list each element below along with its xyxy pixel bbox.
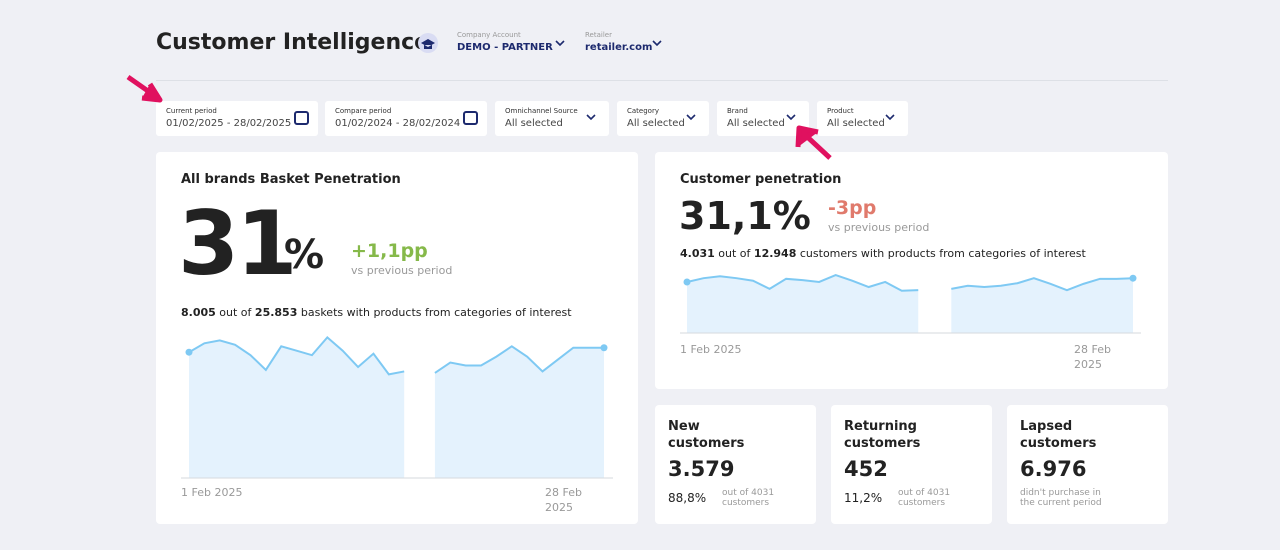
page-title: Customer Intelligence (156, 30, 430, 55)
icon-shape (463, 111, 478, 125)
endpoint (1129, 274, 1137, 282)
icon-shape (586, 114, 596, 121)
filter-label: Current period (166, 107, 217, 115)
x-tick-label: 1 Feb 2025 (181, 486, 243, 499)
total: 25.853 (254, 306, 298, 319)
endpoint (683, 278, 691, 286)
customer-card: Customer penetration 31,1% -3pp vs previ… (655, 152, 1168, 389)
kpi-value: 31,1% (679, 194, 811, 238)
card-title: All brands Basket Penetration (181, 172, 401, 187)
filter[interactable]: Current period 01/02/2025 - 28/02/2025 (156, 101, 318, 136)
chevron-icon (686, 114, 696, 121)
pointer-arrow (795, 125, 832, 160)
kpi-delta: -3pp (828, 197, 877, 219)
chevron-icon (555, 40, 565, 47)
card-title: Returning customers (844, 419, 921, 451)
stat-value: 3.579 (668, 457, 735, 481)
sparkline-area (687, 275, 1133, 333)
stat-note: out of 4031 customers (898, 488, 951, 508)
stat-pct: 88,8% (668, 491, 707, 505)
chevron-icon (652, 40, 662, 47)
separator (156, 80, 1168, 81)
filter-value: All selected (727, 118, 785, 129)
text: baskets with products from categories of… (300, 306, 572, 319)
x-tick-label: 28 Feb 2025 (1074, 343, 1111, 371)
kpi-unit: % (284, 232, 325, 278)
stat-note: didn't purchase in the current period (1020, 488, 1102, 508)
stat-card: Returning customers 452 11,2% out of 4031 c… (831, 405, 992, 524)
filter[interactable]: Brand All selected (717, 101, 809, 136)
filter-value: All selected (627, 118, 685, 129)
filter-label: Category (627, 107, 659, 115)
retailer-select[interactable]: retailer.com (585, 42, 653, 53)
count-line: 4.031 out of 12.948 customers with produ… (680, 247, 1086, 260)
stat-value: 452 (844, 457, 888, 481)
filter-label: Product (827, 107, 854, 115)
filter-label: Brand (727, 107, 748, 115)
text: customers with products from categories … (799, 247, 1086, 260)
sparkline (188, 335, 604, 376)
filter[interactable]: Product All selected (817, 101, 908, 136)
sparkline (686, 273, 1134, 292)
icon-shape (294, 111, 309, 125)
company-label: Company Account (457, 31, 521, 39)
icon-shape (885, 114, 895, 121)
icon-shape (786, 114, 796, 121)
icon-shape (686, 114, 696, 121)
count-line: 8.005 out of 25.853 baskets with product… (181, 306, 572, 319)
endpoint (185, 348, 193, 356)
filter-label: Omnichannel Source (505, 107, 578, 115)
sparkline-area (189, 337, 604, 478)
card-title: Customer penetration (680, 172, 842, 187)
text: out of (219, 306, 252, 319)
filter-label: Compare period (335, 107, 392, 115)
stat-pct: 11,2% (844, 491, 883, 505)
cap-icon (421, 39, 435, 49)
filter[interactable]: Category All selected (617, 101, 709, 136)
stat-card: Lapsed customers 6.976 didn't purchase in … (1007, 405, 1168, 524)
chevron-icon (586, 114, 596, 121)
x-tick-label: 1 Feb 2025 (680, 343, 742, 356)
stat-value: 6.976 (1020, 457, 1087, 481)
kpi-delta: +1,1pp (351, 240, 428, 262)
stat-card: New customers 3.579 88,8% out of 4031 custo… (655, 405, 816, 524)
filter-value: All selected (827, 118, 885, 129)
filter[interactable]: Compare period 01/02/2024 - 28/02/2024 (325, 101, 487, 136)
filter-value: 01/02/2024 - 28/02/2024 (335, 118, 461, 129)
stat-note: out of 4031 customers (722, 488, 775, 508)
filter-value: All selected (505, 118, 563, 129)
card-title: Lapsed customers (1020, 419, 1097, 451)
count: 4.031 (680, 247, 715, 260)
delta-note: vs previous period (351, 264, 453, 277)
company-select[interactable]: DEMO - PARTNER (457, 42, 553, 53)
calendar-icon (294, 111, 309, 125)
calendar-icon (463, 111, 478, 125)
delta-note: vs previous period (828, 221, 930, 234)
pointer-arrow (126, 74, 163, 103)
filter-value: 01/02/2025 - 28/02/2025 (166, 118, 292, 129)
card-title: New customers (668, 419, 745, 451)
x-tick-label: 28 Feb 2025 (545, 486, 582, 514)
endpoint (600, 344, 608, 352)
kpi-value: 31 (178, 192, 297, 295)
chevron-icon (786, 114, 796, 121)
retailer-label: Retailer (585, 31, 612, 39)
count: 8.005 (181, 306, 216, 319)
chevron-icon (885, 114, 895, 121)
text: out of (718, 247, 751, 260)
total: 12.948 (753, 247, 797, 260)
